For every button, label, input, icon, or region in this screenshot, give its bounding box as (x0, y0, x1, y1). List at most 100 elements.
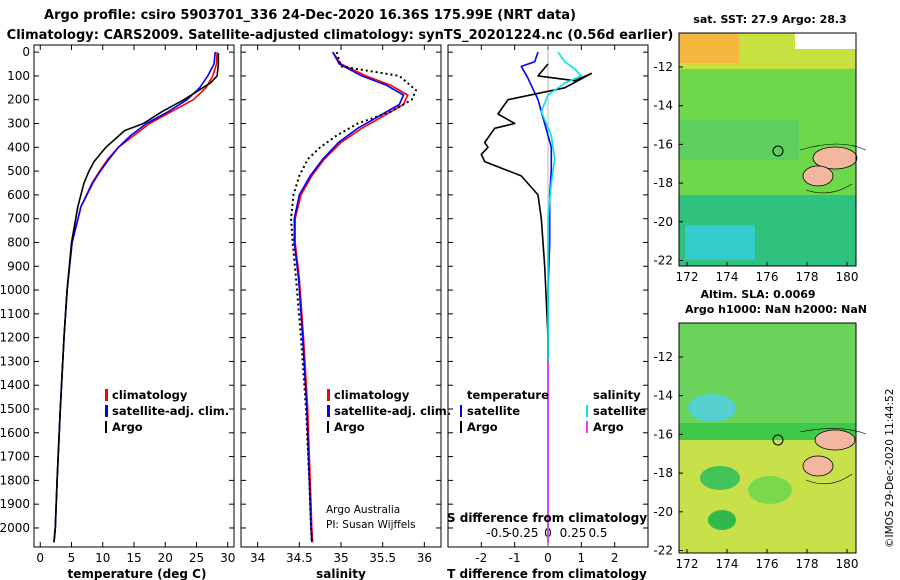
temperature-xtick-label: 0 (36, 551, 44, 565)
temperature-series-argo (53, 53, 220, 543)
salinity-series-climatology (294, 51, 409, 543)
map-lat-label: -16 (653, 137, 673, 151)
sla-eddy-3 (748, 476, 792, 504)
depth-tick-label: 1800 (0, 473, 30, 487)
legend-swatch-climatology (327, 389, 330, 401)
map-lat-label: -22 (653, 254, 673, 268)
legend-swatch-s-argo (586, 421, 588, 433)
salinity-series-satellite-adj-clim- (293, 51, 405, 543)
legend-swatch-t-argo (460, 421, 462, 433)
vanua-levu-island (814, 429, 856, 451)
depth-tick-label: 1300 (0, 354, 30, 368)
depth-tick-label: 100 (7, 69, 30, 83)
credit-pi: PI: Susan Wijffels (326, 519, 416, 531)
s-diff-tick-label: 0.25 (560, 526, 587, 540)
salinity-xtick-label: 34 (250, 551, 265, 565)
legend-t-satellite: satellite (467, 404, 520, 418)
s-diff-tick-label: -0.25 (507, 526, 538, 540)
argo-position-marker (772, 434, 784, 446)
tdiff-xlabel: T difference from climatology (447, 567, 647, 580)
depth-tick-label: 0 (22, 45, 30, 59)
sst-mid-band (679, 120, 799, 160)
depth-tick-label: 200 (7, 93, 30, 107)
salinity-axes (240, 44, 442, 548)
salinity-xtick-label: 34.5 (286, 551, 313, 565)
map-lat-label: -18 (653, 176, 673, 190)
difference-plot: -2 -1 0 1 2-0.5-0.25 0 0.25 0.5 (448, 45, 648, 565)
legend-temperature-title: temperature (467, 388, 549, 402)
temperature-plot: 0100200300400500600700800900100011001200… (0, 45, 235, 565)
sst-warm-patch (679, 33, 739, 63)
legend-swatch-s-satellite (586, 405, 588, 417)
sst-cool-patch (685, 225, 755, 260)
depth-tick-label: 300 (7, 117, 30, 131)
depth-tick-label: 1000 (0, 283, 30, 297)
sst-map-ticks: 172 174 176 178 180 -12 -14 -16 -18 -20 -22 (653, 60, 858, 284)
legend-s-argo: Argo (593, 420, 624, 434)
difference-xtick-label: 2 (611, 551, 619, 565)
legend-swatch-climatology (105, 389, 108, 401)
header-line1: Argo profile: csiro 5903701_336 24-Dec-2… (44, 8, 576, 23)
temperature-series-satellite-adj-clim- (53, 52, 217, 543)
difference-xtick-label: -2 (475, 551, 487, 565)
temperature-xtick-label: 15 (126, 551, 141, 565)
sla-eddy-1 (700, 466, 740, 490)
temperature-axes (33, 44, 235, 548)
map-lat-label: -20 (653, 505, 673, 519)
sst-map-title: sat. SST: 27.9 Argo: 28.3 (693, 13, 846, 26)
depth-tick-label: 2000 (0, 521, 30, 535)
depth-tick-label: 400 (7, 140, 30, 154)
reef-contour (799, 428, 867, 485)
map-lat-label: -18 (653, 466, 673, 480)
salinity-xtick-label: 35.5 (369, 551, 396, 565)
depth-tick-label: 700 (7, 212, 30, 226)
depth-tick-label: 800 (7, 235, 30, 249)
legend-satellite: satellite-adj. clim. (334, 404, 451, 418)
difference-xtick-label: 0 (544, 551, 552, 565)
map-lat-label: -22 (653, 544, 673, 558)
temperature-xlabel: temperature (deg C) (68, 567, 207, 580)
map-lon-label: 178 (796, 557, 819, 571)
depth-tick-label: 1500 (0, 402, 30, 416)
map-lon-label: 180 (836, 557, 859, 571)
temperature-xtick-label: 25 (189, 551, 204, 565)
legend-swatch-satellite (105, 405, 108, 417)
sdiff-xlabel: S difference from climatology (447, 511, 647, 525)
depth-tick-label: 1900 (0, 497, 30, 511)
difference-series-t-argo (480, 63, 593, 543)
sla-low-patch (688, 394, 736, 422)
difference-xtick-label: 1 (578, 551, 586, 565)
salinity-xtick-label: 36 (417, 551, 432, 565)
legend-t-argo: Argo (467, 420, 498, 434)
depth-tick-label: 1100 (0, 307, 30, 321)
sla-map-ticks: 172 174 176 178 180 -12 -14 -16 -18 -20 -22 (653, 350, 858, 571)
legend-argo: Argo (334, 420, 365, 434)
salinity-legend: climatology satellite-adj. clim. Argo Ar… (326, 388, 451, 531)
map-lon-label: 174 (716, 557, 739, 571)
depth-tick-label: 900 (7, 259, 30, 273)
legend-climatology: climatology (112, 388, 188, 402)
map-lat-label: -14 (653, 99, 673, 113)
legend-argo: Argo (112, 420, 143, 434)
map-lat-label: -14 (653, 389, 673, 403)
legend-s-satellite: satellite (593, 404, 646, 418)
viti-levu-island (802, 165, 834, 187)
reef-contour (799, 143, 867, 194)
depth-tick-label: 1700 (0, 450, 30, 464)
depth-tick-label: 500 (7, 164, 30, 178)
depth-tick-label: 600 (7, 188, 30, 202)
sla-map: 172 174 176 178 180 -12 -14 -16 -18 -20 -22 (653, 322, 867, 571)
map-lat-label: -16 (653, 427, 673, 441)
depth-tick-label: 1400 (0, 378, 30, 392)
map-lat-label: -12 (653, 60, 673, 74)
imos-stamp: ©IMOS 29-Dec-2020 11:44:52 (884, 389, 896, 548)
salinity-xlabel: salinity (316, 567, 366, 580)
map-lon-label: 172 (676, 557, 699, 571)
salinity-series-argo (290, 51, 417, 543)
temperature-xtick-label: 10 (95, 551, 110, 565)
legend-swatch-argo (327, 421, 329, 433)
sst-missing (795, 33, 856, 49)
map-lon-label: 176 (756, 270, 779, 284)
